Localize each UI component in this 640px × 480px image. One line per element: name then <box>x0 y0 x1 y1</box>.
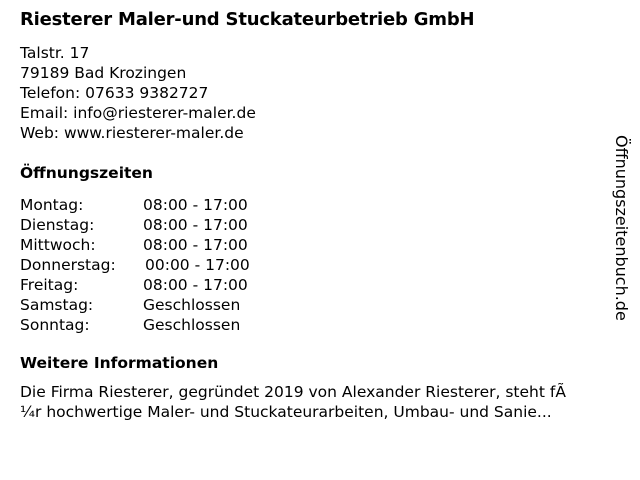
day: Mittwoch: <box>20 236 96 254</box>
hours-row: Mittwoch: 08:00 - 17:00 <box>20 235 250 255</box>
hours-row: Sonntag: Geschlossen <box>20 315 250 335</box>
web: Web: www.riesterer-maler.de <box>20 124 244 142</box>
time: 08:00 - 17:00 <box>143 196 248 214</box>
hours-row: Donnerstag: 00:00 - 17:00 <box>20 255 250 275</box>
time: 08:00 - 17:00 <box>143 216 248 234</box>
time: Geschlossen <box>143 296 241 314</box>
time: 08:00 - 17:00 <box>143 276 248 294</box>
day: Freitag: <box>20 276 79 294</box>
watermark: Öffnungszeitenbuch.de <box>612 135 631 321</box>
day: Montag: <box>20 196 84 214</box>
info-line: ¼r hochwertige Maler- und Stuckateurarbe… <box>20 403 552 421</box>
time: 00:00 - 17:00 <box>145 256 250 274</box>
info-heading: Weitere Informationen <box>20 354 219 372</box>
info-line: Die Firma Riesterer, gegründet 2019 von … <box>20 383 566 401</box>
day: Sonntag: <box>20 316 90 334</box>
street: Talstr. 17 <box>20 44 90 62</box>
city: 79189 Bad Krozingen <box>20 64 187 82</box>
day: Donnerstag: <box>20 256 116 274</box>
address-block: Talstr. 17 79189 Bad Krozingen Telefon: … <box>20 43 256 143</box>
company-name: Riesterer Maler-und Stuckateurbetrieb Gm… <box>20 9 475 30</box>
hours-heading: Öffnungszeiten <box>20 164 153 182</box>
day: Samstag: <box>20 296 94 314</box>
hours-row: Samstag: Geschlossen <box>20 295 250 315</box>
hours-row: Dienstag: 08:00 - 17:00 <box>20 215 250 235</box>
hours-row: Freitag: 08:00 - 17:00 <box>20 275 250 295</box>
time: Geschlossen <box>143 316 241 334</box>
email: Email: info@riesterer-maler.de <box>20 104 256 122</box>
info-text: Die Firma Riesterer, gegründet 2019 von … <box>20 382 566 422</box>
hours-row: Montag: 08:00 - 17:00 <box>20 195 250 215</box>
day: Dienstag: <box>20 216 95 234</box>
phone: Telefon: 07633 9382727 <box>20 84 209 102</box>
time: 08:00 - 17:00 <box>143 236 248 254</box>
hours-table: Montag: 08:00 - 17:00 Dienstag: 08:00 - 17… <box>20 195 250 335</box>
